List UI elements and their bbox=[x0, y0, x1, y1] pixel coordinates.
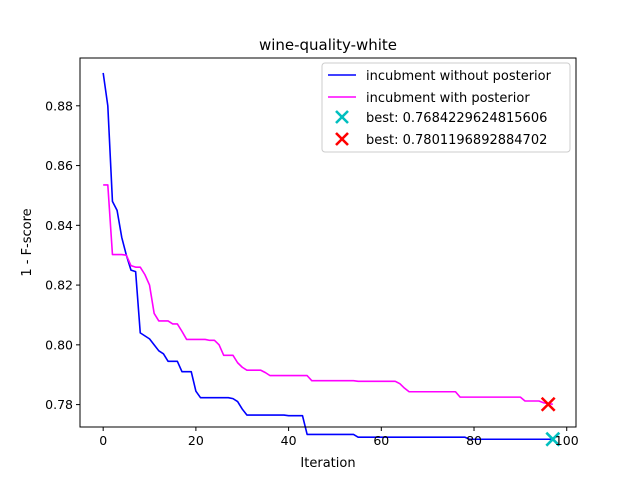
legend-marker-best-with bbox=[335, 132, 349, 146]
legend: incubment without posterior incubment wi… bbox=[321, 62, 571, 153]
x-tick-label: 40 bbox=[281, 433, 297, 448]
y-tick-label: 0.84 bbox=[45, 218, 73, 233]
legend-label-best-without: best: 0.7684229624815606 bbox=[366, 111, 547, 126]
x-tick-label: 100 bbox=[555, 433, 579, 448]
x-tick-label: 0 bbox=[99, 433, 107, 448]
series-line-without-posterior bbox=[102, 72, 553, 441]
x-tick-label: 60 bbox=[373, 433, 389, 448]
legend-label-without-posterior: incubment without posterior bbox=[366, 69, 552, 84]
legend-marker-best-without bbox=[335, 110, 349, 124]
y-tick-label: 0.82 bbox=[45, 278, 73, 293]
plot-area bbox=[102, 72, 561, 447]
chart-title: wine-quality-white bbox=[259, 36, 397, 54]
series-line-with-posterior bbox=[103, 184, 553, 406]
y-tick-label: 0.86 bbox=[45, 158, 73, 173]
y-tick-label: 0.88 bbox=[45, 98, 73, 113]
plot-frame bbox=[79, 57, 577, 428]
legend-label-with-posterior: incubment with posterior bbox=[366, 91, 530, 106]
y-tick-label: 0.78 bbox=[45, 397, 73, 412]
y-axis-label: 1 - F-score bbox=[20, 208, 35, 276]
legend-label-best-with: best: 0.7801196892884702 bbox=[366, 133, 547, 148]
y-tick-label: 0.80 bbox=[45, 337, 73, 352]
best-marker-with-posterior bbox=[540, 396, 556, 412]
best-marker-without-posterior bbox=[545, 431, 561, 447]
x-axis-label: Iteration bbox=[300, 456, 355, 471]
x-tick-label: 80 bbox=[466, 433, 482, 448]
axis-ticks: 0 20 40 60 80 100 0.78 0.80 0.82 0.84 0.86 0.88 bbox=[45, 98, 579, 448]
legend-box bbox=[321, 62, 571, 153]
x-tick-label: 20 bbox=[188, 433, 204, 448]
